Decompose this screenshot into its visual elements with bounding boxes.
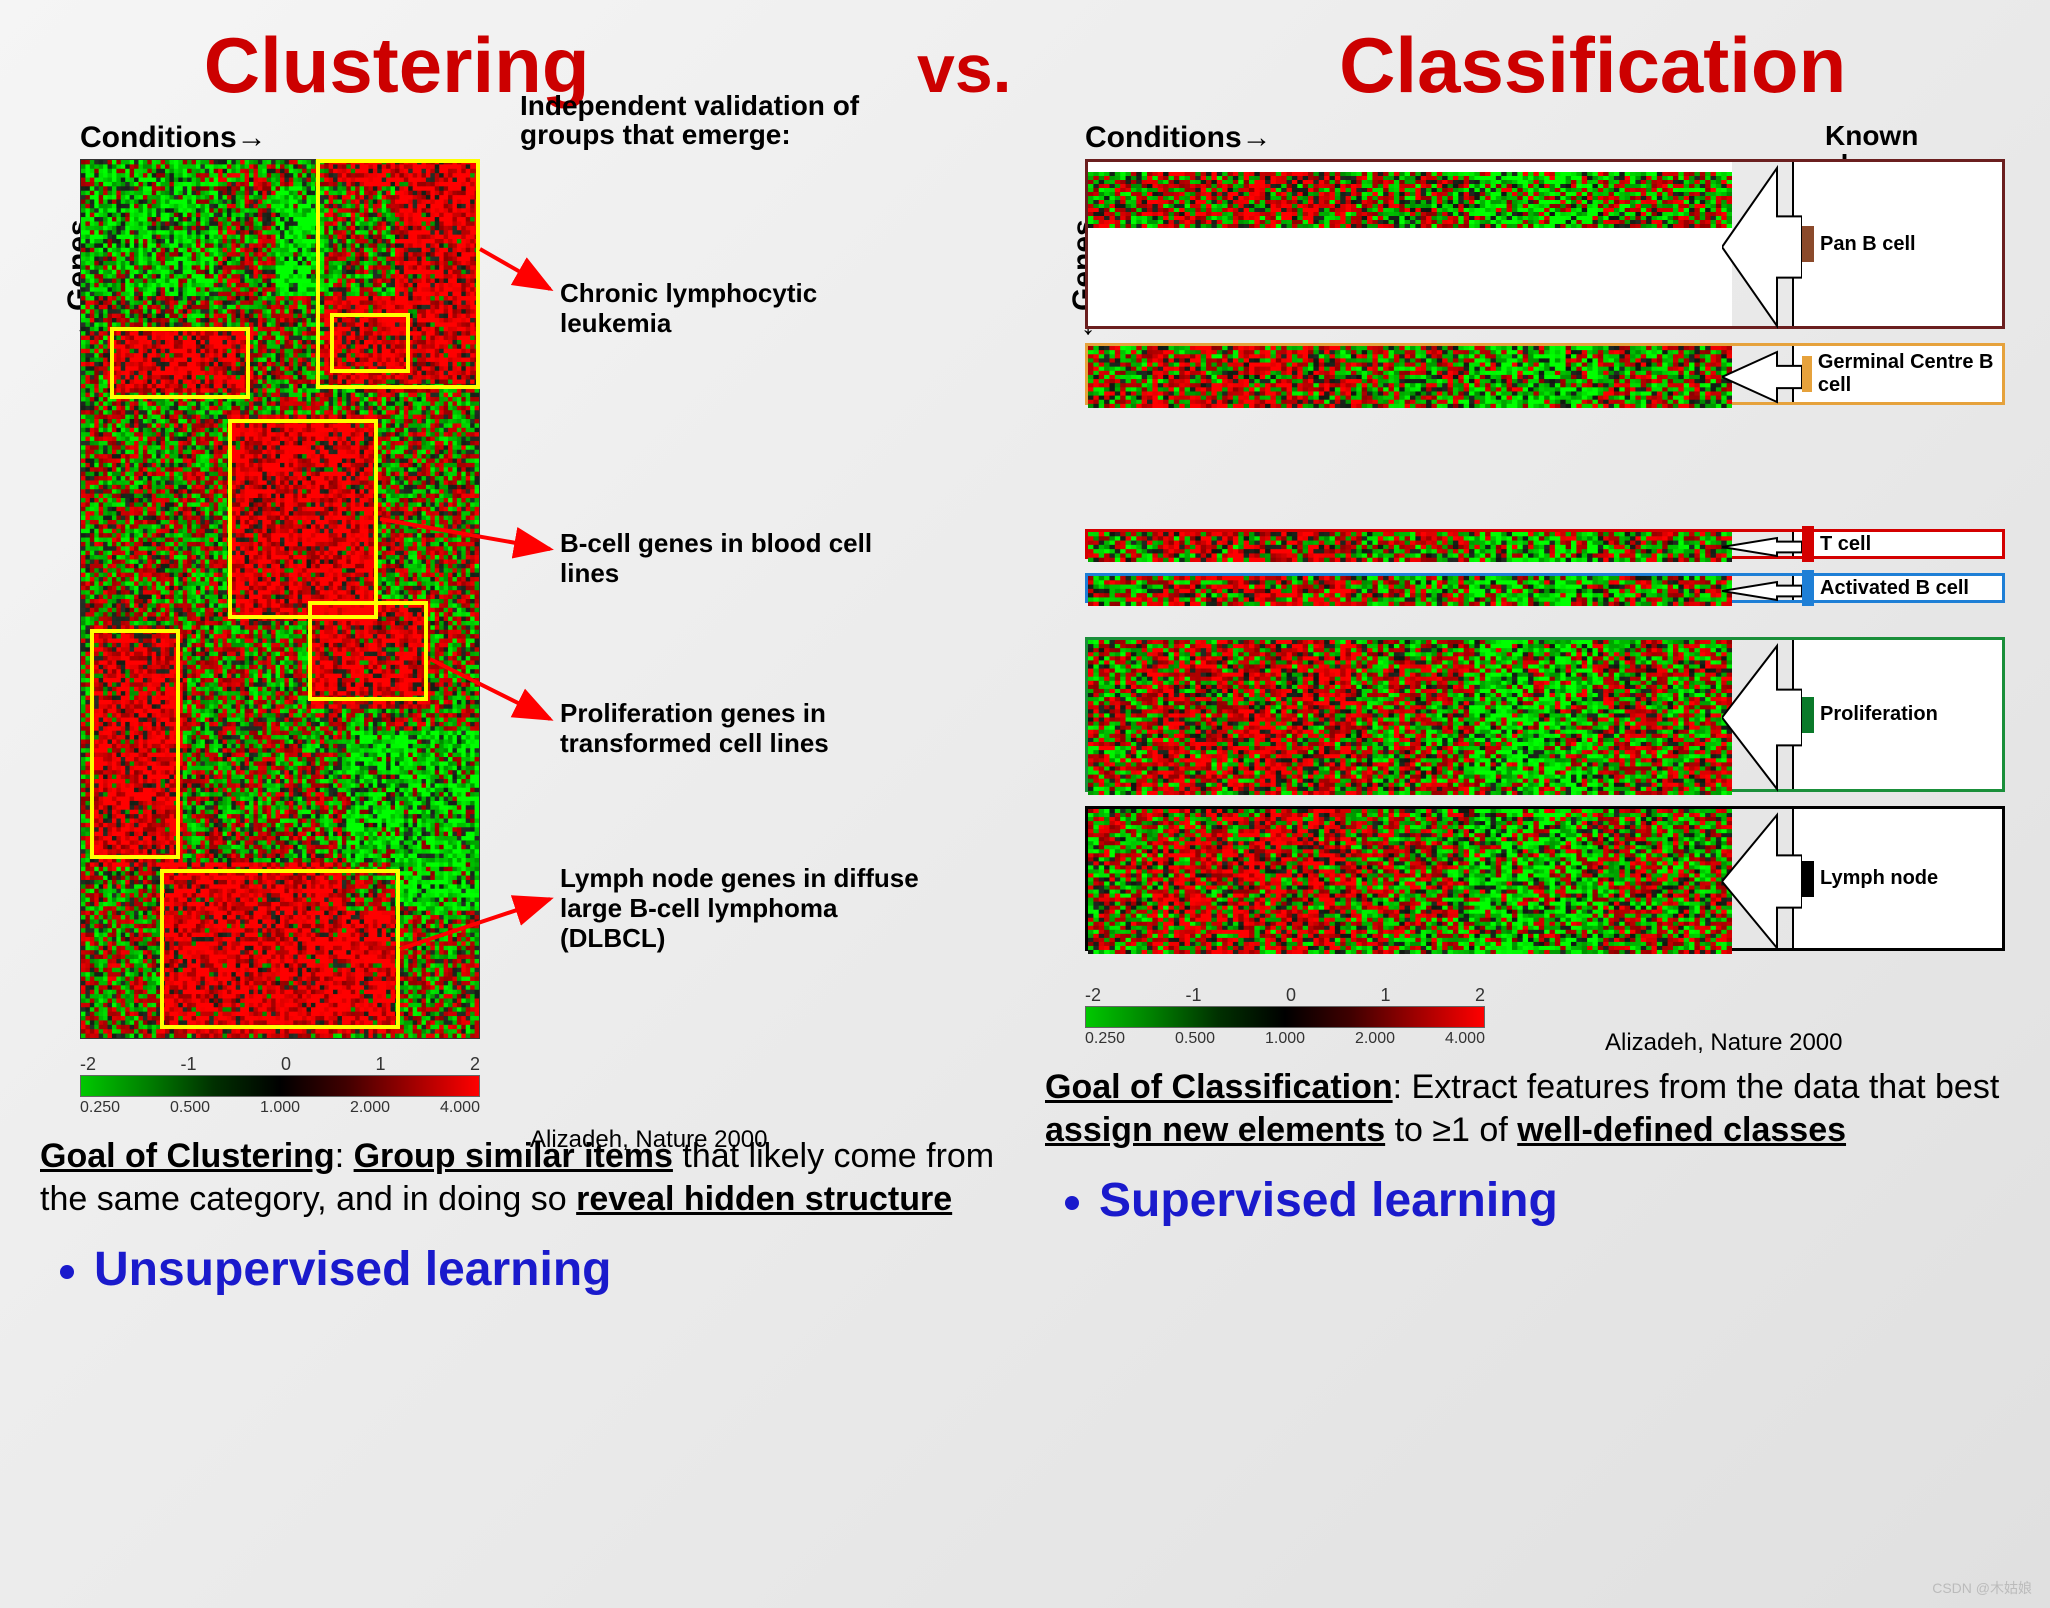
learning-type-left: Unsupervised learning	[60, 1242, 1005, 1297]
learning-type-right: Supervised learning	[1065, 1173, 2010, 1228]
goal-clustering: Goal of Clustering: Group similar items …	[40, 1135, 1005, 1220]
class-label-text: Lymph node	[1820, 867, 1938, 890]
class-label: T cell	[1792, 532, 2002, 556]
class-label-text: T cell	[1820, 533, 1871, 556]
clustering-column: Independent validation of groups that em…	[40, 121, 1005, 1297]
class-color-chip	[1802, 226, 1814, 262]
color-scale-right: -2-1012 0.2500.5001.0002.0004.000	[1085, 985, 2010, 1048]
bullet-icon	[60, 1265, 74, 1279]
class-block: Lymph node	[1085, 806, 2005, 951]
class-label-text: Pan B cell	[1820, 233, 1916, 256]
color-scale-left: -2-1012 0.2500.5001.0002.0004.000	[80, 1054, 1005, 1117]
goal-classification: Goal of Classification: Extract features…	[1045, 1066, 2010, 1151]
cluster-annotation: Proliferation genes in transformed cell …	[560, 699, 920, 759]
class-block: Proliferation	[1085, 637, 2005, 792]
class-label-text: Activated B cell	[1820, 577, 1969, 600]
class-label-text: Proliferation	[1820, 703, 1938, 726]
class-color-chip	[1802, 861, 1814, 897]
class-block: Activated B cell	[1085, 573, 2005, 603]
class-label: Germinal Centre B cell	[1792, 346, 2002, 402]
citation-right: Alizadeh, Nature 2000	[1605, 1029, 1843, 1057]
citation-left: Alizadeh, Nature 2000	[530, 1126, 768, 1154]
title-row: Clustering vs. Classification	[0, 0, 2050, 121]
class-block: T cell	[1085, 529, 2005, 559]
cluster-annotation: B-cell genes in blood cell lines	[560, 529, 920, 589]
class-color-chip	[1802, 356, 1812, 392]
conditions-label-right: Conditions→	[1085, 121, 2010, 155]
watermark: CSDN @木姑娘	[1932, 1578, 2032, 1598]
class-color-chip	[1802, 570, 1814, 606]
cluster-annotation: Chronic lymphocytic leukemia	[560, 279, 920, 339]
clustering-heatmap-wrap: Chronic lymphocytic leukemia B-cell genes…	[80, 159, 1005, 1044]
bullet-icon	[1065, 1196, 1079, 1210]
class-label: Pan B cell	[1792, 162, 2002, 326]
classification-blocks: Pan B cell Germinal Centre B cell T cell…	[1085, 159, 2005, 951]
class-color-chip	[1802, 697, 1814, 733]
class-block: Germinal Centre B cell	[1085, 343, 2005, 405]
class-label-text: Germinal Centre B cell	[1818, 351, 1994, 397]
classification-column: Known classes: Conditions→ ←Genes Pan B …	[1045, 121, 2010, 1297]
class-label: Lymph node	[1792, 809, 2002, 948]
class-color-chip	[1802, 526, 1814, 562]
title-classification: Classification	[1339, 20, 1846, 111]
class-label: Proliferation	[1792, 640, 2002, 789]
class-label: Activated B cell	[1792, 576, 2002, 600]
conditions-label-left: Conditions→	[80, 121, 1005, 155]
cluster-annotation: Lymph node genes in diffuse large B-cell…	[560, 864, 920, 954]
title-vs: vs.	[917, 30, 1012, 108]
class-block: Pan B cell	[1085, 159, 2005, 329]
